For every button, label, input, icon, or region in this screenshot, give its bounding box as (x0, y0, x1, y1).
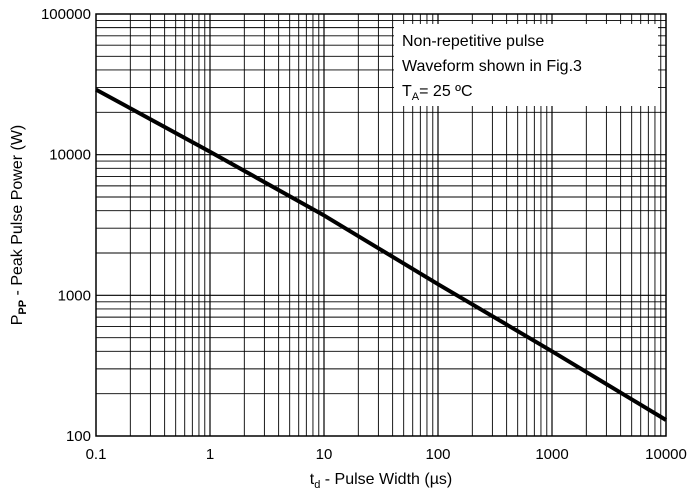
x-axis-text: - Pulse Width (µs) (320, 471, 452, 488)
x-axis-subscript: d (314, 479, 320, 491)
x-axis-title: td - Pulse Width (µs) (310, 471, 452, 491)
y-tick-label: 1000 (58, 287, 91, 304)
y-tick-label: 100 (66, 428, 91, 445)
x-axis-symbol: t (310, 471, 315, 488)
annotation-ta-symbol: T (402, 83, 412, 100)
x-tick-label: 1 (206, 446, 214, 463)
x-tick-label: 1000 (535, 446, 568, 463)
annotation-background (394, 24, 658, 106)
annotation-line-1: Non-repetitive pulse (402, 33, 544, 50)
y-tick-labels: 100 1000 10000 100000 (41, 6, 91, 445)
annotation-ta-value: = 25 ºC (419, 83, 472, 100)
y-axis-text: - Peak Pulse Power (W) (9, 125, 26, 300)
x-tick-label: 10 (316, 446, 333, 463)
y-axis-subscript: PP (17, 300, 29, 315)
y-axis-title: PPP - Peak Pulse Power (W) (9, 125, 29, 326)
annotation-line-2: Waveform shown in Fig.3 (402, 58, 582, 75)
x-tick-label: 0.1 (86, 446, 107, 463)
annotation-line-3: TA= 25 ºC (402, 83, 473, 103)
y-tick-label: 10000 (49, 147, 91, 164)
x-tick-label: 10000 (645, 446, 687, 463)
x-tick-labels: 0.1 1 10 100 1000 10000 (86, 446, 687, 463)
series-line-1 (95, 87, 668, 422)
annotation-ta-subscript: A (412, 91, 420, 103)
grid-lines (96, 14, 666, 436)
x-tick-label: 100 (425, 446, 450, 463)
y-tick-label: 100000 (41, 6, 91, 23)
series-group (95, 87, 668, 422)
annotation-box: Non-repetitive pulse Waveform shown in F… (394, 24, 658, 106)
plot-frame (95, 13, 667, 437)
y-axis-symbol: P (9, 315, 26, 326)
